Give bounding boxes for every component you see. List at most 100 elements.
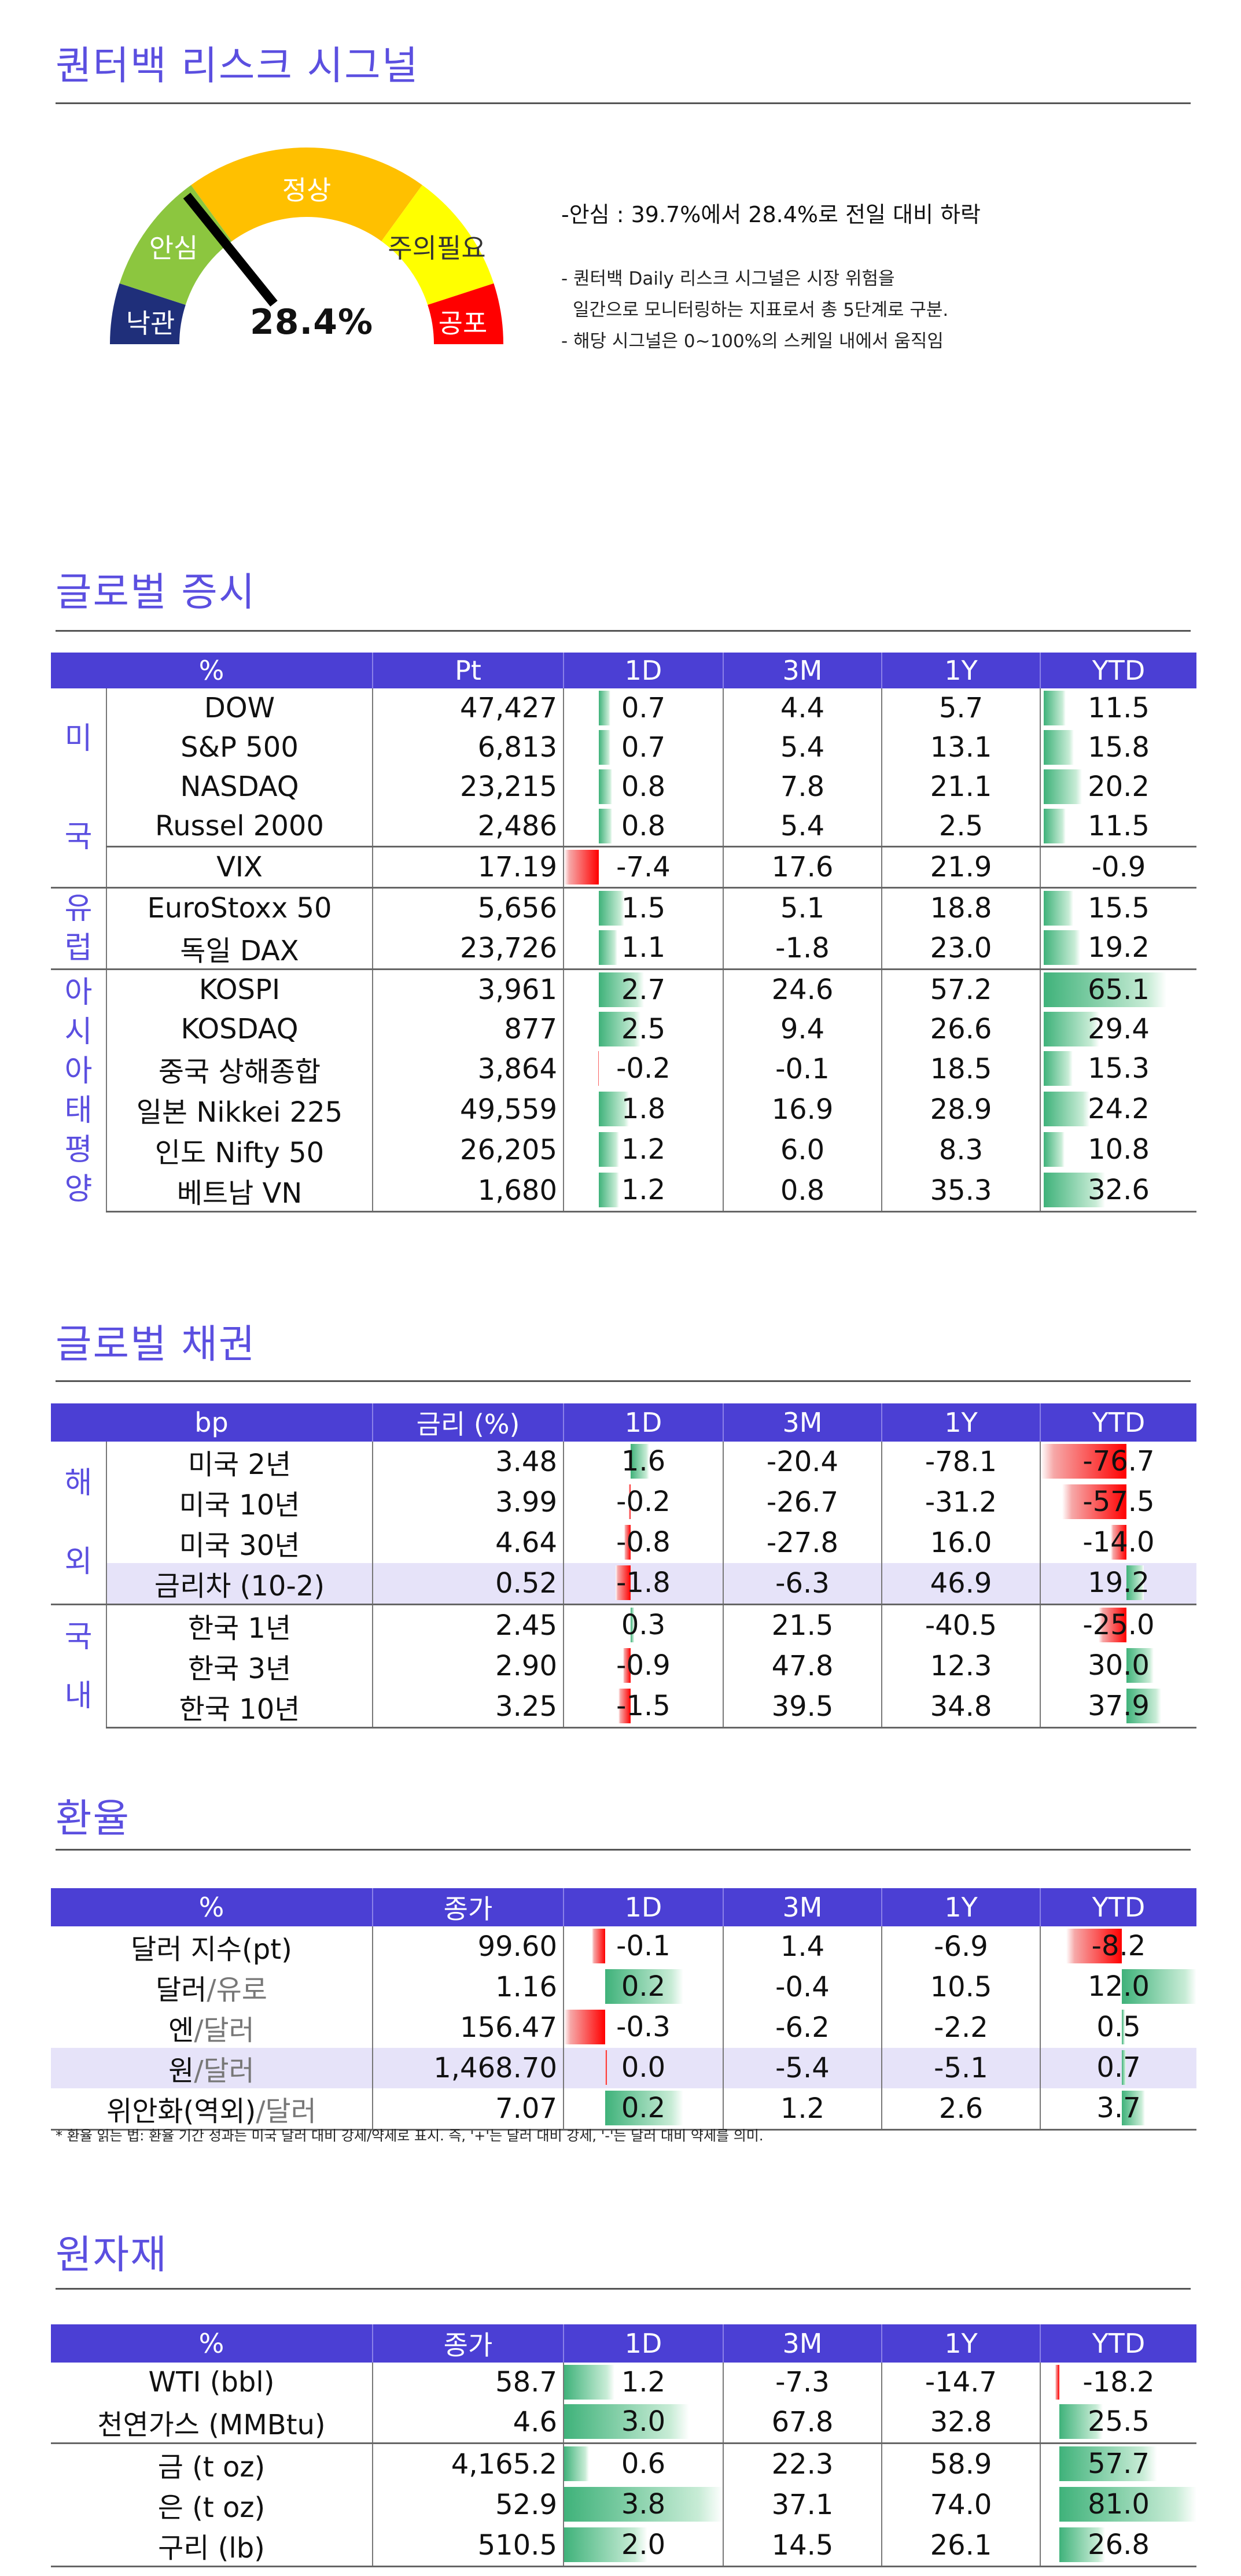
d1-cell: -0.2 <box>563 1049 723 1089</box>
ytd-bar <box>1044 1092 1090 1126</box>
d1-value: 2.0 <box>621 2529 666 2561</box>
row-name: 일본 Nikkei 225 <box>106 1089 373 1130</box>
currency-quote: /유로 <box>207 1974 267 2006</box>
row-name: 미국 30년 <box>106 1523 373 1563</box>
section-divider <box>56 2288 1191 2290</box>
ytd-cell: -8.2 <box>1040 1926 1196 1967</box>
d1-cell: 3.0 <box>563 2402 723 2444</box>
m3-value: -6.2 <box>723 2007 882 2048</box>
row-name: Russel 2000 <box>106 806 373 847</box>
ytd-bar <box>1059 2527 1105 2562</box>
d1-cell: -0.2 <box>563 1482 723 1523</box>
y1-value: 16.0 <box>881 1523 1040 1563</box>
ytd-cell: 3.7 <box>1040 2088 1196 2131</box>
d1-value: 0.7 <box>621 731 666 764</box>
ytd-cell: 81.0 <box>1040 2485 1196 2525</box>
section-divider <box>56 102 1191 104</box>
y1-value: 12.3 <box>881 1646 1040 1686</box>
group-label: 국내 <box>51 1604 106 1728</box>
row-name: EuroStoxx 50 <box>106 887 373 928</box>
group-label: 아시아태평양 <box>51 968 106 1212</box>
y1-value: 57.2 <box>881 968 1040 1009</box>
gauge-label-optimism: 낙관 <box>126 308 175 339</box>
level-value: 156.47 <box>372 2007 564 2048</box>
d1-value: 3.8 <box>621 2488 666 2520</box>
y1-value: -14.7 <box>881 2363 1040 2402</box>
table-row: 금 (t oz) 4,165.2 0.6 22.3 58.9 57.7 <box>51 2442 1196 2485</box>
table-row: 독일 DAX 23,726 1.1 -1.8 23.0 19.2 <box>51 928 1196 970</box>
d1-bar <box>591 1929 606 1963</box>
ytd-cell: 15.3 <box>1040 1049 1196 1089</box>
table-row: 중국 상해종합 3,864 -0.2 -0.1 18.5 15.3 <box>51 1049 1196 1089</box>
level-value: 99.60 <box>372 1926 564 1967</box>
m3-value: -0.1 <box>723 1049 882 1089</box>
column-header: 1Y <box>881 1403 1040 1442</box>
d1-cell: 1.1 <box>563 928 723 970</box>
table-row: 일본 Nikkei 225 49,559 1.8 16.9 28.9 24.2 <box>51 1089 1196 1130</box>
currency-base: 위안화(역외) <box>106 2095 256 2128</box>
y1-value: -5.1 <box>881 2048 1040 2088</box>
table-row: KOSDAQ 877 2.5 9.4 26.6 29.4 <box>51 1009 1196 1049</box>
ytd-cell: 24.2 <box>1040 1089 1196 1130</box>
m3-value: -20.4 <box>723 1442 882 1482</box>
d1-cell: -0.9 <box>563 1646 723 1686</box>
m3-value: 1.4 <box>723 1926 882 1967</box>
ytd-bar <box>1121 1969 1196 2004</box>
ytd-cell: 12.0 <box>1040 1967 1196 2007</box>
m3-value: 37.1 <box>723 2485 882 2525</box>
y1-value: 32.8 <box>881 2402 1040 2444</box>
ytd-cell: -25.0 <box>1040 1604 1196 1646</box>
m3-value: 47.8 <box>723 1646 882 1686</box>
ytd-value: 24.2 <box>1088 1093 1150 1125</box>
gauge-label-normal: 정상 <box>282 175 332 206</box>
risk-signal-title: 퀀터백 리스크 시그널 <box>56 43 419 89</box>
ytd-bar <box>1044 1132 1065 1167</box>
column-header: 3M <box>723 2324 882 2363</box>
gauge-label-caution: 주의필요 <box>388 233 485 264</box>
table-row: 아시아태평양 KOSPI 3,961 2.7 24.6 57.2 65.1 <box>51 968 1196 1212</box>
d1-bar <box>624 1525 631 1560</box>
m3-value: 39.5 <box>723 1686 882 1729</box>
row-name: 금리차 (10-2) <box>106 1563 373 1605</box>
y1-value: -31.2 <box>881 1482 1040 1523</box>
table-row: WTI (bbl) 58.7 1.2 -7.3 -14.7 -18.2 <box>51 2363 1196 2402</box>
y1-value: 21.1 <box>881 767 1040 806</box>
m3-value: 7.8 <box>723 767 882 806</box>
ytd-value: -0.9 <box>1091 851 1146 883</box>
m3-value: 24.6 <box>723 968 882 1009</box>
y1-value: 5.7 <box>881 688 1040 728</box>
d1-bar <box>598 1051 599 1086</box>
y1-value: -6.9 <box>881 1926 1040 1967</box>
d1-cell: 0.8 <box>563 806 723 847</box>
ytd-value: 32.6 <box>1088 1174 1150 1206</box>
column-header: YTD <box>1040 1888 1196 1926</box>
ytd-bar <box>1055 2365 1060 2400</box>
y1-value: 2.5 <box>881 806 1040 847</box>
row-name: 한국 3년 <box>106 1646 373 1686</box>
column-header: 1D <box>563 1403 723 1442</box>
row-name: 독일 DAX <box>106 928 373 970</box>
m3-value: 1.2 <box>723 2088 882 2131</box>
d1-value: 0.8 <box>621 810 666 842</box>
gauge-segment-normal <box>191 148 422 241</box>
y1-value: 8.3 <box>881 1130 1040 1170</box>
y1-value: 18.8 <box>881 887 1040 928</box>
column-header: Pt <box>372 653 564 688</box>
bond-table: bp 금리 (%) 1D 3M 1Y YTD 해외 미국 2년 3.48 1.6 -20.4 -78.… <box>51 1403 1196 1729</box>
y1-value: 18.5 <box>881 1049 1040 1089</box>
ytd-bar <box>1066 1929 1122 1963</box>
ytd-bar <box>1062 1484 1126 1519</box>
level-value: 7.07 <box>372 2088 564 2131</box>
column-header: 종가 <box>372 2324 564 2363</box>
section-divider <box>56 630 1191 632</box>
level-value: 47,427 <box>372 688 564 728</box>
ytd-cell: -76.7 <box>1040 1442 1196 1482</box>
d1-cell: 0.2 <box>563 2088 723 2131</box>
level-value: 3.25 <box>372 1686 564 1729</box>
gauge-value: 28.4% <box>250 302 374 342</box>
ytd-value: -14.0 <box>1082 1526 1155 1558</box>
d1-cell: 0.7 <box>563 728 723 767</box>
y1-value: 23.0 <box>881 928 1040 970</box>
d1-cell: 0.2 <box>563 1967 723 2007</box>
ytd-bar <box>1126 1689 1161 1723</box>
